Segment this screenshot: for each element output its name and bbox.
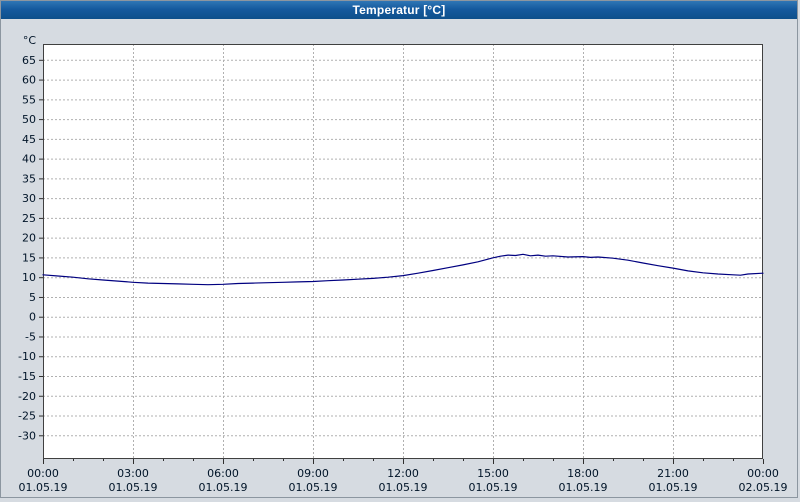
y-tick-label: 0 [29,311,36,324]
x-tick-date-label: 01.05.19 [469,481,518,494]
x-tick-date-label: 01.05.19 [199,481,248,494]
y-axis-labels: °C65605550454035302520151050-5-10-15-20-… [18,34,36,442]
y-tick-label: 55 [22,93,36,106]
y-tick-label: 10 [22,271,36,284]
y-tick-label: -30 [18,429,36,442]
y-tick-label: -15 [18,370,36,383]
y-tick-label: 65 [22,54,36,67]
x-tick-date-label: 01.05.19 [559,481,608,494]
x-tick-time-label: 12:00 [387,467,419,480]
x-tick-time-label: 18:00 [567,467,599,480]
y-tick-label: 40 [22,153,36,166]
y-tick-label: -10 [18,350,36,363]
plot-border [43,44,763,459]
x-tick-time-label: 03:00 [117,467,149,480]
x-tick-time-label: 09:00 [297,467,329,480]
y-tick-label: 60 [22,74,36,87]
y-tick-label: 45 [22,133,36,146]
y-tick-label: 35 [22,172,36,185]
gridlines [43,44,763,459]
x-tick-time-label: 21:00 [657,467,689,480]
x-tick-date-label: 01.05.19 [19,481,68,494]
axis-ticks [39,59,764,464]
x-tick-time-label: 06:00 [207,467,239,480]
y-tick-label: -5 [25,330,36,343]
y-tick-label: -20 [18,390,36,403]
window-title: Temperatur [°C] [352,3,446,17]
y-tick-label: 20 [22,232,36,245]
x-tick-date-label: 01.05.19 [109,481,158,494]
x-tick-date-label: 02.05.19 [739,481,788,494]
y-tick-label: 25 [22,212,36,225]
chart-container: °C 65 60 55 50 45 40 35 30 25 20 15 10 5 0 -5 -10 -15 -20-… [1,19,799,497]
x-tick-time-label: 00:00 [27,467,59,480]
x-tick-time-label: 00:00 [747,467,779,480]
temperature-chart: °C65605550454035302520151050-5-10-15-20-… [18,34,788,494]
y-tick-label: 5 [29,291,36,304]
temperature-series-line [42,253,764,286]
x-tick-date-label: 01.05.19 [649,481,698,494]
y-tick-label: 30 [22,192,36,205]
y-tick-label: 50 [22,113,36,126]
x-tick-time-label: 15:00 [477,467,509,480]
window-titlebar: Temperatur [°C] [1,1,797,19]
y-axis-unit-label: °C [23,34,37,47]
x-tick-date-label: 01.05.19 [289,481,338,494]
x-tick-date-label: 01.05.19 [379,481,428,494]
x-axis-labels: 00:0001.05.1903:0001.05.1906:0001.05.190… [19,467,788,494]
y-tick-label: -25 [18,410,36,423]
y-tick-label: 15 [22,251,36,264]
